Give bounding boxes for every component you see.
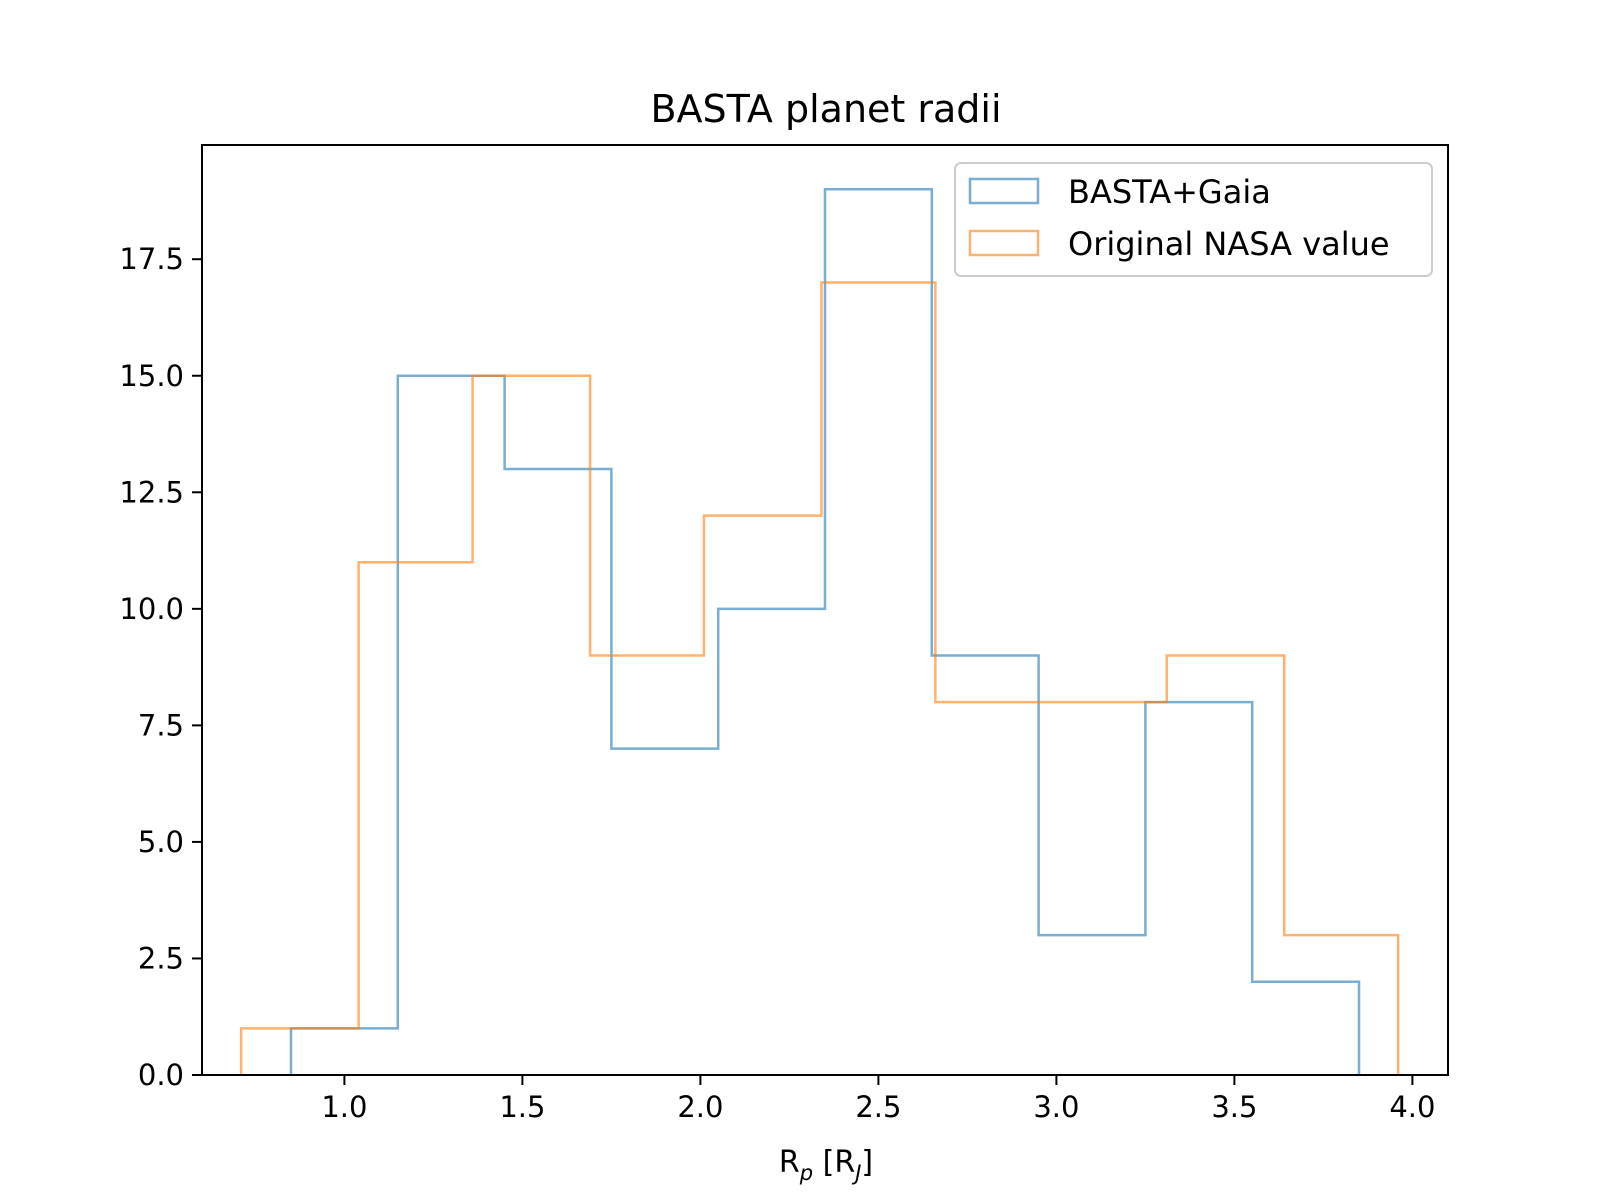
x-axis-label: Rp [RJ] (779, 1145, 873, 1185)
x-tick-label: 2.5 (855, 1090, 901, 1124)
series-layer (239, 188, 1400, 1075)
legend-label-original-nasa: Original NASA value (1068, 225, 1390, 263)
y-tick-label: 5.0 (138, 825, 184, 859)
x-axis: 1.0 1.5 2.0 2.5 3.0 3.5 4.0 (321, 1075, 1435, 1124)
x-tick-label: 1.0 (321, 1090, 367, 1124)
x-tick-label: 3.5 (1211, 1090, 1257, 1124)
x-tick-label: 2.0 (677, 1090, 723, 1124)
legend-swatch-original-nasa (968, 229, 1040, 257)
y-tick-label: 2.5 (138, 941, 184, 975)
histogram-series-0 (289, 188, 1361, 1075)
y-tick-label: 15.0 (119, 359, 184, 393)
x-tick-label: 4.0 (1389, 1090, 1435, 1124)
legend-box (954, 162, 1433, 277)
legend-label-basta-gaia: BASTA+Gaia (1068, 173, 1271, 211)
plot-frame (201, 144, 1449, 1076)
legend-swatch-basta-gaia (968, 177, 1040, 205)
histogram-series-1 (239, 281, 1400, 1075)
x-tick-label: 1.5 (499, 1090, 545, 1124)
y-tick-label: 0.0 (138, 1058, 184, 1092)
y-tick-label: 7.5 (138, 708, 184, 742)
x-tick-label: 3.0 (1033, 1090, 1079, 1124)
y-axis: 0.0 2.5 5.0 7.5 10.0 12.5 15.0 17.5 (119, 242, 202, 1092)
y-tick-label: 10.0 (119, 592, 184, 626)
y-tick-label: 17.5 (119, 242, 184, 276)
chart-title: BASTA planet radii (650, 87, 1001, 131)
y-tick-label: 12.5 (119, 475, 184, 509)
legend: BASTA+Gaia Original NASA value (954, 162, 1433, 277)
